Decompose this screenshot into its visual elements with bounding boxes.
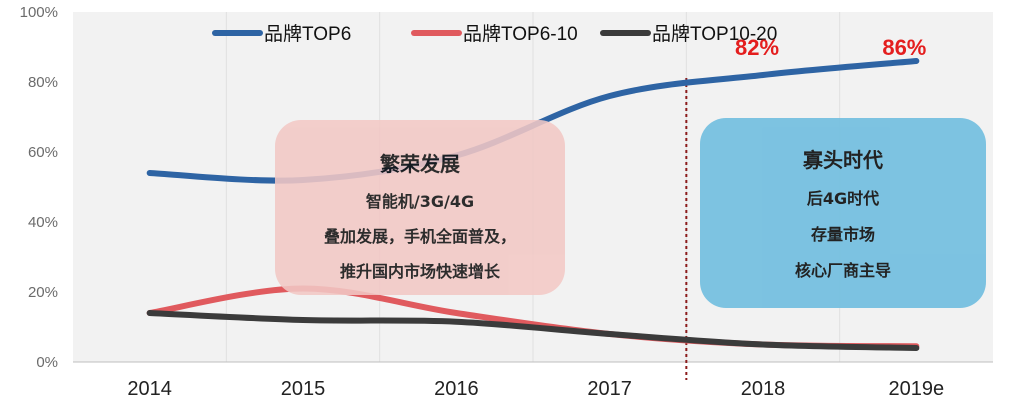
y-tick-label: 100% <box>20 4 58 21</box>
callout-oligopoly-line-3: 核心厂商主导 <box>794 261 891 280</box>
callout-oligopoly-title: 寡头时代 <box>803 148 883 172</box>
series-line-2 <box>146 310 920 351</box>
callout-boom-title: 繁荣发展 <box>380 152 460 176</box>
y-tick-label: 20% <box>28 284 58 301</box>
callout-boom-line-2: 叠加发展，手机全面普及， <box>323 227 516 246</box>
x-tick-label: 2015 <box>281 378 326 400</box>
callout-oligopoly-line-1: 后4G时代 <box>806 189 880 208</box>
y-tick-label: 0% <box>36 354 58 371</box>
callout-oligopoly-line-2: 存量市场 <box>810 225 875 244</box>
value-annotation: 86% <box>882 35 926 60</box>
legend-label: 品牌TOP10-20 <box>652 23 777 45</box>
x-axis-ticks: 2014 2015 2016 2017 2018 2019e <box>127 378 944 400</box>
x-tick-label: 2018 <box>741 378 786 400</box>
x-tick-label: 2017 <box>587 378 632 400</box>
value-annotations: 82% 86% <box>735 35 926 60</box>
legend: 品牌TOP6 品牌TOP6-10 品牌TOP10-20 <box>212 23 777 45</box>
legend-label: 品牌TOP6 <box>264 23 351 45</box>
y-tick-label: 80% <box>28 74 58 91</box>
y-tick-label: 40% <box>28 214 58 231</box>
value-annotation: 82% <box>735 35 779 60</box>
callout-boom-line-1: 智能机/3G/4G <box>365 192 475 211</box>
x-tick-label: 2016 <box>434 378 479 400</box>
callout-oligopoly: 寡头时代 后4G时代 存量市场 核心厂商主导 <box>700 118 986 308</box>
y-axis-ticks: 0% 20% 40% 60% 80% 100% <box>20 4 58 371</box>
y-tick-label: 60% <box>28 144 58 161</box>
legend-label: 品牌TOP6-10 <box>463 23 578 45</box>
x-tick-label: 2014 <box>127 378 172 400</box>
x-tick-label: 2019e <box>889 378 945 400</box>
callout-boom: 繁荣发展 智能机/3G/4G 叠加发展，手机全面普及， 推升国内市场快速增长 <box>275 120 565 295</box>
callout-boom-line-3: 推升国内市场快速增长 <box>339 262 500 281</box>
